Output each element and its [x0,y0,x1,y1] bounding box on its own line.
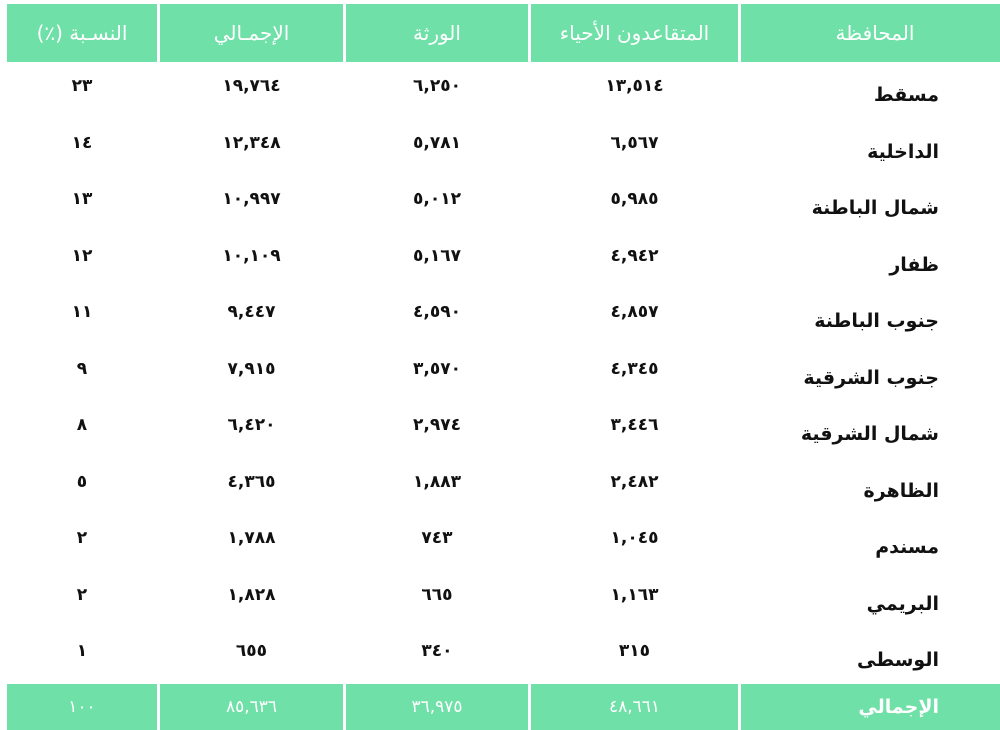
table-row: مسقط ١٣,٥١٤ ٦,٢٥٠ ١٩,٧٦٤ ٢٣ [7,62,1000,119]
value-cell: ١٠,٩٩٧ [222,189,281,210]
value-cell: ٧,٩١٥ [227,358,276,379]
province-cell: مسندم [875,536,939,559]
total-cell: ٣٦,٩٧٥ [346,683,528,730]
province-cell: البريمي [866,592,939,615]
value-cell: ٩ [76,358,88,379]
province-cell: ظفار [889,253,939,276]
table-row: شمال الباطنة ٥,٩٨٥ ٥,٠١٢ ١٠,٩٩٧ ١٣ [7,175,1000,232]
table-row: شمال الشرقية ٣,٤٤٦ ٢,٩٧٤ ٦,٤٢٠ ٨ [7,401,1000,458]
province-cell: شمال الشرقية [800,423,939,446]
province-cell: الداخلية [867,140,939,163]
value-cell: ٤,٩٤٢ [610,245,659,266]
table-row: الداخلية ٦,٥٦٧ ٥,٧٨١ ١٢,٣٤٨ ١٤ [7,119,1000,176]
value-cell: ٦,٤٢٠ [227,415,276,436]
value-cell: ١,١٦٣ [610,584,659,605]
province-cell: الوسطى [857,649,939,672]
province-cell: مسقط [873,84,939,107]
value-cell: ٦,٥٦٧ [610,132,659,153]
value-cell: ١٢,٣٤٨ [222,132,281,153]
value-cell: ٤,٣٤٥ [610,358,659,379]
value-cell: ٩,٤٤٧ [227,302,276,323]
value-cell: ١٢ [71,245,93,266]
value-cell: ٥,٧٨١ [413,132,461,153]
header-cell: النسـبة (٪) [7,4,157,62]
header-cell: الورثة [346,4,528,62]
value-cell: ٢ [76,584,88,605]
table-body: مسقط ١٣,٥١٤ ٦,٢٥٠ ١٩,٧٦٤ ٢٣ الداخلية ٦,٥٦٧ ٥,٧٨… [7,62,1000,684]
value-cell: ١,٨٨٣ [413,471,461,492]
total-cell: ٨٥,٦٣٦ [160,683,343,730]
header-row: المحافظة المتقاعدون الأحياء الورثة الإجمـال… [7,4,1000,62]
value-cell: ١ [76,641,88,662]
province-cell: جنوب الباطنة [814,310,939,333]
value-cell: ٥,١٦٧ [413,245,461,266]
total-label: الإجمالي [741,683,1000,730]
value-cell: ٦٦٥ [421,584,453,605]
total-row: الإجمالي ٤٨,٦٦١ ٣٦,٩٧٥ ٨٥,٦٣٦ ١٠٠ [7,683,1000,730]
value-cell: ٢,٩٧٤ [413,415,461,436]
value-cell: ١٠,١٠٩ [222,245,281,266]
value-cell: ٨ [76,415,88,436]
value-cell: ٣,٤٤٦ [610,415,659,436]
value-cell: ٤,٨٥٧ [610,302,659,323]
value-cell: ١٣ [71,189,93,210]
header-cell: الإجمـالي [160,4,343,62]
header-cell: المتقاعدون الأحياء [531,4,738,62]
province-cell: شمال الباطنة [811,197,939,220]
value-cell: ٥,٠١٢ [413,189,461,210]
total-cell: ٤٨,٦٦١ [531,683,738,730]
table-row: جنوب الشرقية ٤,٣٤٥ ٣,٥٧٠ ٧,٩١٥ ٩ [7,345,1000,402]
table-row: الوسطى ٣١٥ ٣٤٠ ٦٥٥ ١ [7,627,1000,684]
value-cell: ٤,٥٩٠ [413,302,461,323]
value-cell: ٣,٥٧٠ [413,358,461,379]
table-row: جنوب الباطنة ٤,٨٥٧ ٤,٥٩٠ ٩,٤٤٧ ١١ [7,288,1000,345]
table-row: البريمي ١,١٦٣ ٦٦٥ ١,٨٢٨ ٢ [7,571,1000,628]
value-cell: ١,٨٢٨ [227,584,276,605]
value-cell: ١,٧٨٨ [227,528,276,549]
table-header: المحافظة المتقاعدون الأحياء الورثة الإجمـال… [7,4,1000,62]
value-cell: ١١ [71,302,93,323]
value-cell: ٣١٥ [618,641,651,662]
value-cell: ٦٥٥ [235,641,268,662]
value-cell: ١٣,٥١٤ [605,76,664,97]
value-cell: ٧٤٣ [421,528,453,549]
value-cell: ٢٣ [71,76,93,97]
value-cell: ١,٠٤٥ [610,528,659,549]
value-cell: ١٩,٧٦٤ [222,76,281,97]
value-cell: ٣٤٠ [421,641,453,662]
province-cell: جنوب الشرقية [803,366,939,389]
total-cell: ١٠٠ [7,683,157,730]
table-footer: الإجمالي ٤٨,٦٦١ ٣٦,٩٧٥ ٨٥,٦٣٦ ١٠٠ [7,683,1000,730]
table-row: الظاهرة ٢,٤٨٢ ١,٨٨٣ ٤,٣٦٥ ٥ [7,458,1000,515]
value-cell: ٤,٣٦٥ [227,471,276,492]
value-cell: ٥ [76,471,88,492]
table-row: مسندم ١,٠٤٥ ٧٤٣ ١,٧٨٨ ٢ [7,514,1000,571]
value-cell: ٥,٩٨٥ [610,189,659,210]
value-cell: ٢ [76,528,88,549]
value-cell: ٢,٤٨٢ [610,471,659,492]
data-table: المحافظة المتقاعدون الأحياء الورثة الإجمـال… [4,4,1000,730]
value-cell: ١٤ [71,132,93,153]
table-row: ظفار ٤,٩٤٢ ٥,١٦٧ ١٠,١٠٩ ١٢ [7,232,1000,289]
header-cell: المحافظة [741,4,1000,62]
value-cell: ٦,٢٥٠ [413,76,461,97]
province-cell: الظاهرة [863,479,940,502]
